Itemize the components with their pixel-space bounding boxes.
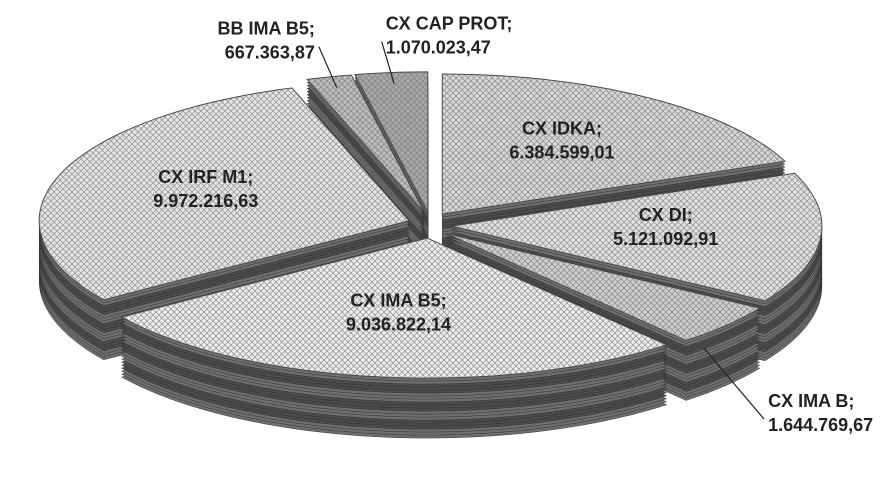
- slice-value-label: 1.070.023,47: [386, 38, 491, 58]
- slice-label: CX CAP PROT;: [386, 14, 513, 34]
- slice-value-label: 1.644.769,67: [768, 415, 873, 435]
- slice-hatch: [121, 238, 667, 379]
- slice-label: CX IMA B;: [768, 391, 854, 411]
- leader-line: [381, 41, 395, 84]
- slice-value-label: 5.121.092,91: [613, 229, 718, 249]
- slice-value-label: 6.384.599,01: [509, 143, 614, 163]
- slice-value-label: 9.036.822,14: [346, 315, 451, 335]
- slice-label: CX IRF M1;: [158, 167, 253, 187]
- slice-value-label: 667.363,87: [225, 43, 315, 63]
- slice-hatch: [442, 74, 785, 215]
- slice-hatch: [354, 71, 428, 212]
- slice-hatch: [307, 75, 425, 213]
- slice-hatch: [39, 88, 410, 300]
- slice-label: BB IMA B5;: [218, 19, 315, 39]
- slice-label: CX IMA B5;: [350, 291, 446, 311]
- slice-hatch: [446, 233, 760, 341]
- slice-hatch: [451, 173, 822, 301]
- leader-line: [703, 347, 765, 420]
- slice-label: CX IDKA;: [522, 119, 602, 139]
- leader-line: [318, 46, 338, 89]
- slice-label: CX DI;: [639, 205, 693, 225]
- slice-value-label: 9.972.216,63: [153, 191, 258, 211]
